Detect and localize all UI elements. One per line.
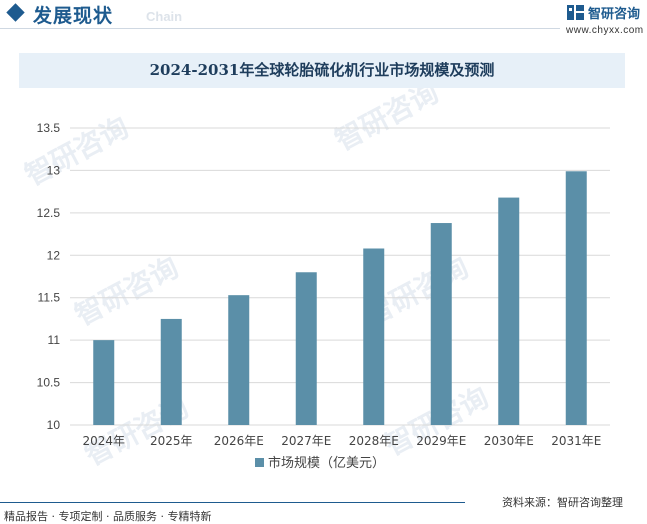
x-tick-label: 2028年E [349,434,399,448]
bar [228,295,250,425]
section-subtitle: Chain [146,9,183,24]
y-tick-label: 12 [47,248,61,262]
x-tick-label: 2030年E [484,434,534,448]
header-divider [0,28,560,29]
x-tick-label: 2024年 [82,434,125,448]
brand-url: www.chyxx.com [566,25,644,36]
chart-title-banner: 2024-2031年全球轮胎硫化机行业市场规模及预测 [19,53,625,88]
section-title: 发展现状 [33,5,114,27]
brand-name: 智研咨询 [588,7,641,22]
bar [498,197,520,425]
bar [565,171,587,425]
y-tick-label: 13 [47,163,61,177]
footer-divider [0,502,465,503]
y-tick-label: 13.5 [37,121,61,135]
chart-title: 2024-2031年全球轮胎硫化机行业市场规模及预测 [149,61,495,79]
legend-swatch [255,458,264,467]
x-tick-label: 2029年E [416,434,466,448]
y-tick-label: 10 [47,418,61,432]
source-note: 资料来源：智研咨询整理 [502,496,623,509]
x-tick-label: 2027年E [281,434,331,448]
y-tick-label: 10.5 [37,376,61,390]
bar [430,223,452,425]
brand-logo-icon [567,5,584,20]
legend-label: 市场规模（亿美元） [268,455,385,471]
bar [363,248,385,425]
bar [93,340,115,425]
footer-tagline: 精品报告 · 专项定制 · 品质服务 · 专精特新 [4,510,212,523]
x-tick-label: 2031年E [551,434,601,448]
y-tick-label: 11.5 [38,291,61,305]
x-tick-label: 2026年E [214,434,264,448]
x-tick-label: 2025年 [150,434,193,448]
bar [295,272,317,425]
top-bar: 发展现状 Chain 智研咨询 www.chyxx.com [0,0,647,38]
y-tick-label: 12.5 [37,206,61,220]
y-tick-label: 11 [48,333,61,347]
bar [160,318,182,425]
